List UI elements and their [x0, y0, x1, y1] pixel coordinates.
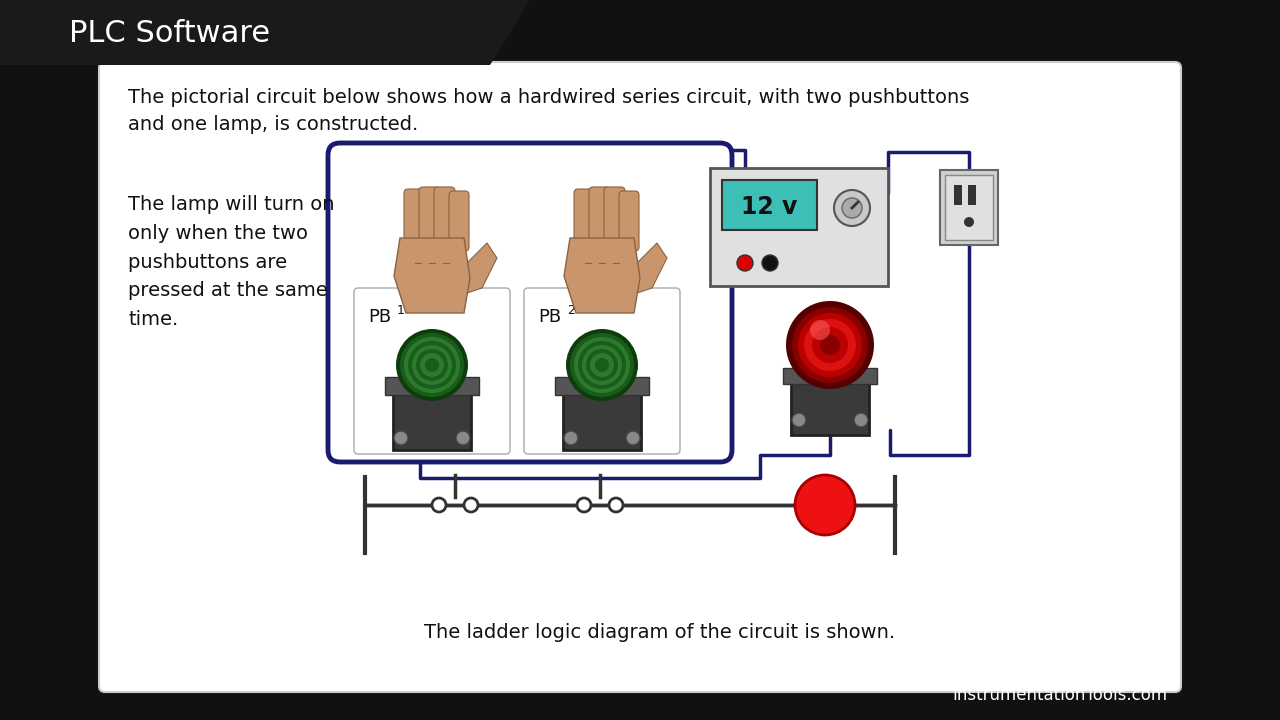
Circle shape	[404, 337, 460, 393]
FancyBboxPatch shape	[449, 191, 468, 251]
Circle shape	[425, 358, 439, 372]
Text: The lamp will turn on
only when the two
pushbuttons are
pressed at the same
time: The lamp will turn on only when the two …	[128, 195, 334, 329]
Text: 2: 2	[567, 304, 575, 317]
Circle shape	[792, 413, 806, 427]
Bar	[556, 377, 649, 395]
Bar	[940, 170, 998, 245]
Bar	[710, 168, 888, 286]
Circle shape	[786, 301, 874, 389]
Circle shape	[412, 345, 452, 385]
Text: 12 v: 12 v	[741, 195, 797, 219]
FancyBboxPatch shape	[328, 143, 732, 462]
Circle shape	[408, 341, 456, 389]
Circle shape	[820, 335, 840, 355]
Circle shape	[566, 329, 637, 401]
Circle shape	[396, 329, 468, 401]
Circle shape	[570, 333, 634, 397]
Circle shape	[595, 358, 609, 372]
Bar	[424, 360, 440, 385]
FancyBboxPatch shape	[791, 375, 869, 435]
Circle shape	[582, 345, 622, 385]
Circle shape	[573, 337, 630, 393]
Circle shape	[579, 341, 626, 389]
Circle shape	[564, 431, 579, 445]
Bar	[954, 185, 963, 205]
Text: PB: PB	[369, 308, 392, 326]
Polygon shape	[632, 243, 667, 293]
Circle shape	[842, 198, 861, 218]
Circle shape	[854, 413, 868, 427]
FancyBboxPatch shape	[434, 187, 454, 255]
Text: 1: 1	[397, 304, 404, 317]
Circle shape	[577, 498, 591, 512]
FancyBboxPatch shape	[620, 191, 639, 251]
FancyBboxPatch shape	[573, 189, 595, 255]
FancyBboxPatch shape	[99, 62, 1181, 692]
Circle shape	[416, 349, 448, 381]
FancyBboxPatch shape	[524, 288, 680, 454]
Circle shape	[797, 313, 861, 377]
Circle shape	[812, 327, 847, 363]
FancyBboxPatch shape	[419, 187, 440, 257]
FancyBboxPatch shape	[355, 288, 509, 454]
Bar	[594, 360, 611, 385]
Polygon shape	[564, 238, 640, 313]
Polygon shape	[394, 238, 470, 313]
FancyBboxPatch shape	[589, 187, 611, 257]
Bar	[783, 368, 877, 384]
Text: The pictorial circuit below shows how a hardwired series circuit, with two pushb: The pictorial circuit below shows how a …	[128, 88, 969, 134]
Circle shape	[762, 255, 778, 271]
Circle shape	[792, 307, 868, 383]
Circle shape	[804, 319, 856, 371]
Circle shape	[626, 431, 640, 445]
FancyBboxPatch shape	[404, 189, 425, 255]
Circle shape	[835, 190, 870, 226]
Polygon shape	[0, 0, 530, 65]
Circle shape	[465, 498, 477, 512]
Circle shape	[394, 431, 408, 445]
Bar	[385, 377, 479, 395]
Text: InstrumentationTools.com: InstrumentationTools.com	[952, 686, 1167, 704]
FancyBboxPatch shape	[604, 187, 625, 255]
Bar	[945, 175, 993, 240]
Text: PB: PB	[538, 308, 561, 326]
Circle shape	[433, 498, 445, 512]
FancyBboxPatch shape	[393, 385, 471, 450]
Bar	[722, 180, 817, 230]
Circle shape	[420, 353, 444, 377]
Circle shape	[609, 498, 623, 512]
FancyBboxPatch shape	[563, 385, 641, 450]
Polygon shape	[462, 243, 497, 293]
Bar	[968, 185, 975, 205]
Circle shape	[795, 475, 855, 535]
Circle shape	[590, 353, 614, 377]
Circle shape	[399, 333, 465, 397]
Circle shape	[964, 217, 974, 227]
Circle shape	[586, 349, 618, 381]
Circle shape	[456, 431, 470, 445]
Circle shape	[737, 255, 753, 271]
Circle shape	[810, 320, 829, 340]
Text: The ladder logic diagram of the circuit is shown.: The ladder logic diagram of the circuit …	[425, 623, 896, 642]
Text: PLC Software: PLC Software	[69, 19, 270, 48]
